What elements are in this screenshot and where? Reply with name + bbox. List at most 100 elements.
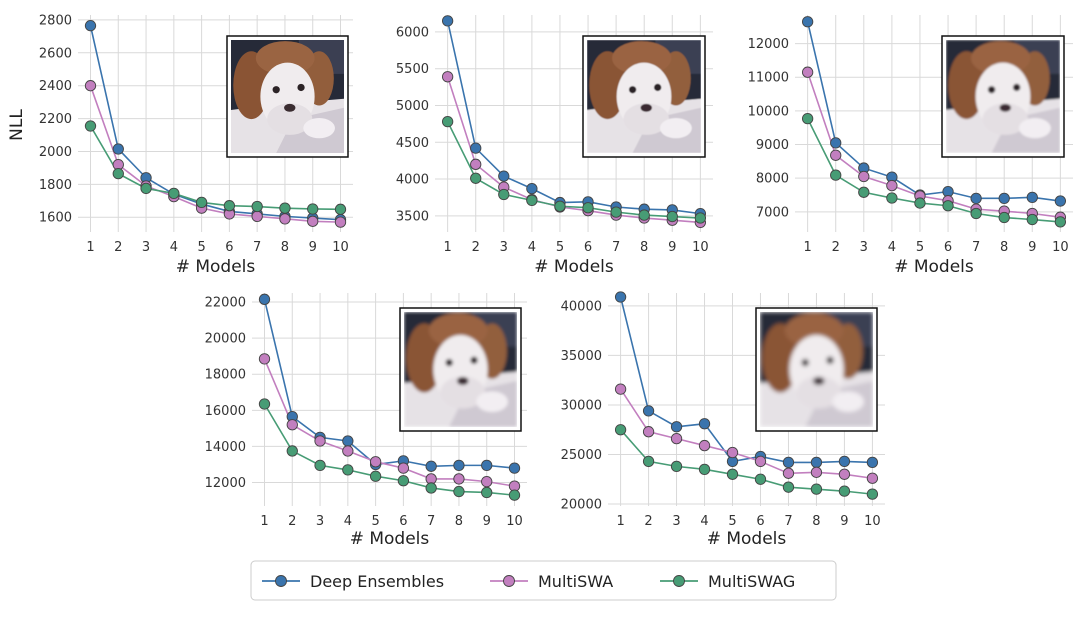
data-point-multiswag bbox=[195, 196, 208, 209]
series-line-deep-ensembles bbox=[619, 296, 873, 464]
x-tick-label: 3 bbox=[860, 240, 868, 255]
x-axis-title: # Models bbox=[534, 257, 614, 277]
x-tick-label: 3 bbox=[142, 240, 150, 255]
chart-panel-1: 1 2 3 4 5 6 7 8 9 10 1600 1800 2000 2200 2400 2600 2800 #… bbox=[7, 13, 353, 277]
data-point-multiswa bbox=[838, 468, 851, 480]
x-axis-title: # Models bbox=[176, 257, 256, 277]
data-point-deep-ensembles bbox=[642, 405, 655, 417]
y-tick-label: 4000 bbox=[396, 173, 429, 188]
x-axis-title: # Models bbox=[707, 529, 787, 549]
data-point-deep-ensembles bbox=[970, 192, 982, 205]
y-tick-label: 1600 bbox=[39, 211, 72, 226]
y-tick-label: 20000 bbox=[561, 498, 602, 513]
x-tick-label: 9 bbox=[309, 240, 317, 255]
data-point-deep-ensembles bbox=[112, 143, 124, 155]
data-point-multiswag bbox=[830, 169, 842, 181]
legend-entry: MultiSWA bbox=[490, 572, 613, 591]
x-tick-label: 5 bbox=[197, 240, 205, 255]
x-tick-label: 10 bbox=[864, 514, 881, 529]
data-point-deep-ensembles bbox=[526, 182, 538, 195]
x-tick-label: 9 bbox=[483, 514, 491, 529]
data-point-multiswag bbox=[694, 212, 707, 224]
data-point-multiswag bbox=[481, 486, 493, 499]
data-point-deep-ensembles bbox=[698, 418, 711, 430]
y-tick-label: 30000 bbox=[561, 398, 602, 413]
x-tick-label: 6 bbox=[584, 240, 592, 255]
x-tick-label: 6 bbox=[944, 240, 952, 255]
data-point-multiswag bbox=[554, 200, 566, 212]
legend-box bbox=[250, 560, 837, 601]
data-point-multiswag bbox=[286, 445, 298, 457]
x-tick-label: 7 bbox=[972, 240, 980, 255]
data-point-multiswa bbox=[258, 353, 271, 365]
y-tick-label: 3500 bbox=[396, 209, 429, 224]
data-point-multiswag bbox=[801, 112, 814, 125]
x-tick-label: 6 bbox=[399, 514, 407, 529]
data-point-multiswag bbox=[782, 481, 795, 493]
y-tick-label: 18000 bbox=[205, 368, 246, 383]
data-point-multiswag bbox=[397, 475, 410, 487]
y-tick-label: 4500 bbox=[396, 136, 429, 151]
y-tick-label: 2800 bbox=[39, 13, 72, 28]
x-tick-label: 1 bbox=[86, 240, 94, 255]
series-line-multiswa bbox=[619, 388, 873, 480]
data-point-multiswag bbox=[754, 473, 767, 485]
x-tick-label: 2 bbox=[832, 240, 840, 255]
y-tick-label: 5000 bbox=[396, 99, 429, 114]
x-tick-label: 7 bbox=[784, 514, 792, 529]
x-tick-label: 2 bbox=[644, 514, 652, 529]
series-line-multiswag bbox=[806, 118, 1061, 223]
data-point-multiswag bbox=[838, 485, 851, 497]
data-point-multiswa bbox=[453, 473, 465, 485]
y-tick-label: 1800 bbox=[39, 178, 72, 193]
y-tick-label: 8000 bbox=[756, 172, 789, 187]
series-line-multiswag bbox=[446, 121, 701, 219]
data-point-multiswag bbox=[970, 207, 982, 220]
data-point-multiswag bbox=[84, 120, 97, 132]
data-point-multiswa bbox=[642, 426, 655, 438]
x-tick-label: 5 bbox=[916, 240, 924, 255]
chart-panel-4: 1 2 3 4 5 6 7 8 9 10 12000 14000 16000 18000 20000 2200… bbox=[205, 293, 527, 549]
x-tick-label: 3 bbox=[500, 240, 508, 255]
data-point-multiswag bbox=[1026, 213, 1038, 226]
x-tick-label: 4 bbox=[888, 240, 896, 255]
puppy-thumbnail-icon bbox=[941, 35, 1065, 158]
series-line-deep-ensembles bbox=[806, 21, 1061, 202]
x-tick-label: 2 bbox=[288, 514, 296, 529]
data-point-multiswag bbox=[698, 463, 711, 475]
data-point-multiswag bbox=[498, 188, 510, 201]
data-point-deep-ensembles bbox=[498, 170, 510, 182]
data-point-multiswa bbox=[470, 158, 482, 170]
x-tick-label: 2 bbox=[472, 240, 480, 255]
chart-panel-5: 1 2 3 4 5 6 7 8 9 10 20000 25000 30000 35000 40000 # Mo… bbox=[561, 291, 885, 549]
series-line-multiswa bbox=[89, 85, 341, 223]
data-point-multiswag bbox=[914, 197, 926, 209]
data-point-multiswa bbox=[886, 179, 898, 192]
data-point-deep-ensembles bbox=[508, 462, 521, 474]
data-point-multiswag bbox=[886, 192, 898, 204]
data-point-multiswa bbox=[286, 419, 298, 431]
data-point-multiswa bbox=[481, 475, 493, 488]
x-tick-label: 10 bbox=[1052, 240, 1069, 255]
x-tick-label: 8 bbox=[812, 514, 820, 529]
x-tick-label: 4 bbox=[528, 240, 536, 255]
data-point-multiswag bbox=[508, 489, 521, 501]
y-tick-label: 2400 bbox=[39, 79, 72, 94]
series-line-multiswa bbox=[446, 76, 701, 224]
y-tick-label: 9000 bbox=[756, 138, 789, 153]
series-line-multiswa bbox=[263, 358, 515, 487]
x-tick-label: 4 bbox=[344, 514, 352, 529]
x-tick-label: 4 bbox=[170, 240, 178, 255]
x-tick-label: 6 bbox=[756, 514, 764, 529]
y-tick-label: 22000 bbox=[205, 296, 246, 311]
x-tick-label: 8 bbox=[281, 240, 289, 255]
data-point-deep-ensembles bbox=[670, 421, 683, 433]
y-tick-label: 7000 bbox=[756, 205, 789, 220]
x-tick-label: 9 bbox=[840, 514, 848, 529]
data-point-multiswag bbox=[453, 485, 465, 498]
data-point-multiswag bbox=[942, 200, 954, 212]
data-point-multiswa bbox=[858, 170, 870, 183]
data-point-deep-ensembles bbox=[1054, 195, 1067, 207]
x-tick-label: 3 bbox=[672, 514, 680, 529]
x-tick-label: 10 bbox=[506, 514, 523, 529]
